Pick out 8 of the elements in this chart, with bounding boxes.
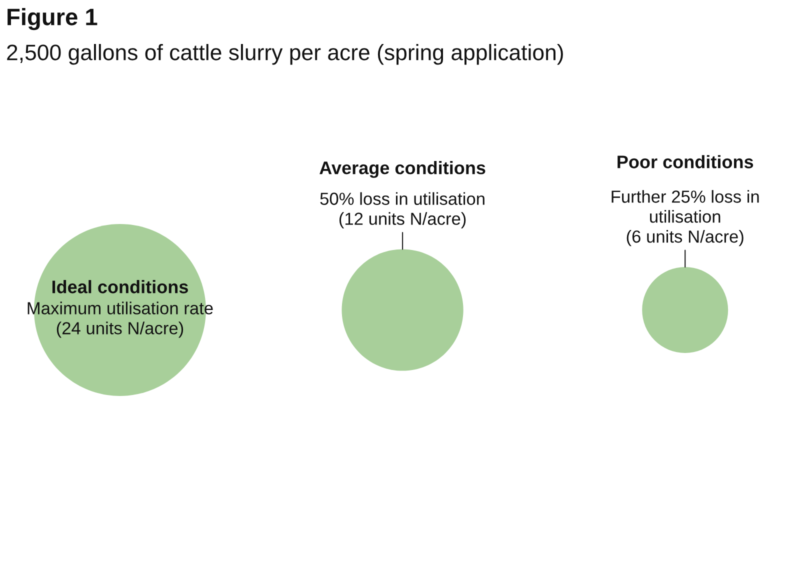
data-label: Further 25% loss in utilisation (6 units N/acre) <box>612 190 759 246</box>
text: 2,500 gallons of cattle slurry per acre (spring application) <box>7 44 563 65</box>
category-label: Poor conditions <box>618 155 754 168</box>
category-label: Ideal conditions <box>52 280 188 294</box>
data-label: 50% loss in utilisation (12 units N/acre) <box>320 192 484 228</box>
data-label: Maximum utilisation rate (24 units N/acre) <box>28 302 213 338</box>
text: Figure 1 <box>8 8 98 30</box>
category-label: Average conditions <box>320 161 486 178</box>
